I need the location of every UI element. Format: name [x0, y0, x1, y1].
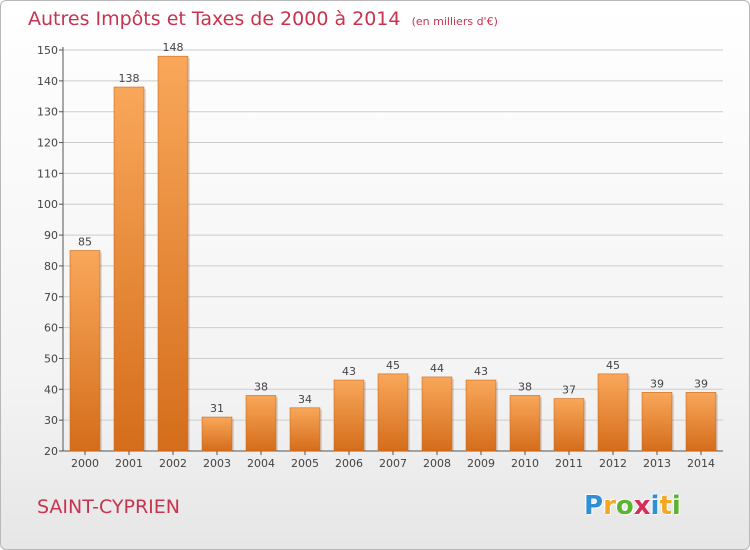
value-label: 43	[342, 365, 356, 378]
x-tick-label: 2000	[71, 457, 99, 470]
y-tick-label: 90	[44, 229, 58, 242]
x-tick-label: 2009	[467, 457, 495, 470]
bar-2012	[597, 373, 629, 452]
x-tick-label: 2006	[335, 457, 363, 470]
value-label: 85	[78, 236, 92, 249]
x-tick-label: 2002	[159, 457, 187, 470]
x-tick-label: 2013	[643, 457, 671, 470]
y-tick-label: 40	[44, 383, 58, 396]
bar-2014	[685, 392, 717, 452]
value-label: 45	[386, 359, 400, 372]
y-tick-labels: 20 30 40 50 60 70 80 90 100 110 120 130 140 150	[37, 44, 58, 458]
x-tick-label: 2003	[203, 457, 231, 470]
x-tick-label: 2014	[687, 457, 715, 470]
value-label: 138	[119, 72, 140, 85]
x-tick-label: 2008	[423, 457, 451, 470]
value-label: 44	[430, 362, 444, 375]
value-label: 148	[163, 41, 184, 54]
bars	[69, 55, 718, 452]
value-label: 43	[474, 365, 488, 378]
value-label: 38	[254, 380, 268, 393]
bar-2009	[465, 379, 497, 452]
title-block: Autres Impôts et Taxes de 2000 à 2014 (e…	[28, 8, 498, 30]
bar-2007	[377, 373, 409, 452]
logo-letter: r	[603, 491, 616, 521]
value-label: 39	[650, 377, 664, 390]
bar-2002	[157, 55, 189, 452]
logo-letter: P	[584, 491, 604, 521]
y-tick-label: 100	[37, 198, 58, 211]
value-label: 39	[694, 377, 708, 390]
x-tick-label: 2007	[379, 457, 407, 470]
logo-letter: i	[671, 491, 681, 521]
bar-2005	[289, 407, 321, 452]
bar-2010	[509, 395, 541, 452]
value-label: 31	[210, 402, 224, 415]
value-labels: 85 138 148 31 38 34 43 45 44 43 38 37 45 39 39	[78, 41, 708, 415]
bar-2004	[245, 395, 277, 452]
y-tick-label: 110	[37, 167, 58, 180]
y-tick-label: 50	[44, 352, 58, 365]
proxiti-logo: Proxiti	[584, 491, 681, 521]
x-tick-label: 2004	[247, 457, 275, 470]
logo-letter: x	[633, 491, 651, 521]
y-tick-label: 70	[44, 291, 58, 304]
value-label: 34	[298, 393, 312, 406]
bar-2000	[69, 250, 101, 452]
chart-title: Autres Impôts et Taxes de 2000 à 2014	[28, 8, 401, 30]
bar-2011	[553, 398, 585, 452]
x-tick-label: 2011	[555, 457, 583, 470]
chart-subtitle: (en milliers d'€)	[411, 15, 498, 28]
x-tick-label: 2001	[115, 457, 143, 470]
y-tick-label: 20	[44, 445, 58, 458]
bar-2008	[421, 376, 453, 452]
logo-letter: t	[659, 491, 672, 521]
logo-letter: o	[615, 491, 634, 521]
bar-2013	[641, 392, 673, 452]
x-tick-label: 2010	[511, 457, 539, 470]
x-tick-label: 2012	[599, 457, 627, 470]
bar-2001	[113, 86, 145, 452]
x-tick-labels: 2000 2001 2002 2003 2004 2005 2006 2007 2008 2009…	[71, 451, 715, 470]
y-tick-label: 60	[44, 322, 58, 335]
value-label: 37	[562, 384, 576, 397]
value-label: 38	[518, 380, 532, 393]
y-tick-label: 120	[37, 137, 58, 150]
logo-letter: i	[650, 491, 660, 521]
y-tick-label: 80	[44, 260, 58, 273]
y-tick-label: 150	[37, 44, 58, 57]
y-tick-label: 140	[37, 75, 58, 88]
value-label: 45	[606, 359, 620, 372]
y-tick-label: 130	[37, 106, 58, 119]
x-tick-label: 2005	[291, 457, 319, 470]
y-tick-label: 30	[44, 414, 58, 427]
bar-2003	[201, 416, 233, 452]
bar-2006	[333, 379, 365, 452]
place-name: SAINT-CYPRIEN	[37, 496, 180, 518]
